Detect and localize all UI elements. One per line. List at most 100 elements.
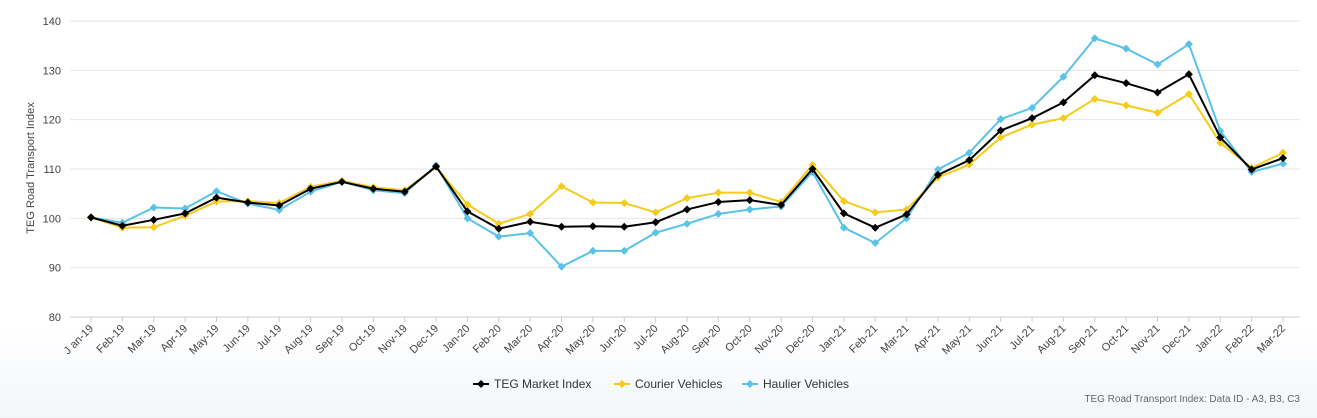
data-point[interactable] (275, 201, 284, 210)
data-point[interactable] (588, 198, 597, 207)
y-tick-label: 100 (43, 213, 61, 225)
data-point[interactable] (212, 187, 221, 196)
data-point[interactable] (400, 187, 409, 196)
x-tick-label: Mar-20 (502, 323, 535, 356)
data-point[interactable] (1184, 40, 1193, 49)
data-point[interactable] (965, 160, 974, 169)
data-point[interactable] (1059, 98, 1068, 107)
data-point[interactable] (1216, 133, 1225, 142)
data-point[interactable] (463, 214, 472, 223)
x-tick-label: Aug-21 (1035, 323, 1069, 357)
data-point[interactable] (808, 165, 817, 173)
data-point[interactable] (494, 219, 503, 228)
data-point[interactable] (588, 246, 597, 255)
data-point[interactable] (306, 184, 315, 193)
data-point[interactable] (526, 229, 535, 238)
data-point[interactable] (494, 224, 503, 233)
data-point[interactable] (1153, 88, 1162, 97)
legend-label: Courier Vehicles (635, 377, 722, 391)
data-point[interactable] (965, 148, 974, 157)
data-point[interactable] (1090, 34, 1099, 43)
data-point[interactable] (996, 126, 1005, 135)
data-point[interactable] (1153, 60, 1162, 69)
data-point[interactable] (369, 184, 378, 193)
data-point[interactable] (871, 208, 880, 217)
data-point[interactable] (933, 170, 942, 179)
data-point[interactable] (494, 232, 503, 241)
data-point[interactable] (1122, 101, 1131, 110)
data-point[interactable] (651, 218, 660, 227)
data-point[interactable] (1090, 94, 1099, 103)
data-point[interactable] (1279, 154, 1287, 163)
x-tick-label: Mar-22 (1255, 323, 1288, 356)
data-point[interactable] (275, 205, 284, 214)
data-point[interactable] (432, 162, 441, 171)
data-point[interactable] (714, 188, 723, 197)
legend[interactable]: TEG Market Index Courier Vehicles Haulier … (473, 377, 849, 391)
data-point[interactable] (620, 199, 629, 208)
data-point[interactable] (557, 222, 566, 231)
data-point[interactable] (87, 213, 95, 222)
data-point[interactable] (337, 177, 346, 186)
data-point[interactable] (526, 209, 535, 218)
data-point[interactable] (588, 222, 597, 231)
data-point[interactable] (996, 115, 1005, 124)
data-point[interactable] (557, 182, 566, 191)
data-point[interactable] (871, 223, 880, 232)
data-point[interactable] (149, 203, 158, 212)
data-point[interactable] (683, 205, 691, 214)
x-tick-label: Aug-20 (659, 323, 693, 357)
data-point[interactable] (620, 222, 629, 231)
data-point[interactable] (463, 200, 472, 209)
data-point[interactable] (1279, 159, 1287, 168)
data-point[interactable] (212, 193, 221, 202)
data-point[interactable] (996, 133, 1005, 142)
data-point[interactable] (526, 217, 535, 226)
x-tick-label: Oct-19 (347, 323, 379, 355)
data-point[interactable] (1059, 114, 1068, 123)
legend-item[interactable]: Courier Vehicles (614, 377, 722, 391)
data-point[interactable] (1059, 72, 1068, 81)
data-point[interactable] (1028, 114, 1037, 123)
data-point[interactable] (777, 201, 786, 210)
data-point[interactable] (1122, 44, 1131, 53)
data-point[interactable] (745, 188, 754, 197)
legend-item[interactable]: TEG Market Index (473, 377, 591, 391)
data-point[interactable] (839, 209, 848, 218)
data-point[interactable] (1153, 108, 1162, 117)
data-point[interactable] (620, 246, 629, 255)
data-point[interactable] (745, 205, 754, 214)
data-point[interactable] (683, 219, 691, 228)
data-point[interactable] (1028, 103, 1037, 112)
data-point[interactable] (118, 221, 127, 230)
data-point[interactable] (651, 208, 660, 217)
data-point[interactable] (965, 156, 974, 165)
legend-swatch-marker (746, 380, 754, 388)
y-tick-label: 110 (43, 164, 61, 176)
data-point[interactable] (243, 198, 252, 207)
data-point[interactable] (181, 204, 190, 213)
data-point[interactable] (714, 209, 723, 218)
data-point[interactable] (463, 207, 472, 216)
data-point[interactable] (557, 262, 566, 271)
data-point[interactable] (1028, 120, 1037, 129)
data-point[interactable] (839, 223, 848, 232)
data-point[interactable] (933, 165, 942, 174)
data-point[interactable] (149, 215, 158, 224)
data-point[interactable] (839, 197, 848, 206)
legend-item[interactable]: Haulier Vehicles (742, 377, 849, 391)
data-point[interactable] (1090, 71, 1099, 80)
data-point[interactable] (1247, 165, 1256, 174)
data-point[interactable] (1184, 90, 1193, 99)
data-point[interactable] (181, 209, 190, 218)
data-point[interactable] (683, 194, 691, 203)
data-point[interactable] (1279, 148, 1287, 157)
data-point[interactable] (871, 239, 880, 247)
data-point[interactable] (714, 198, 723, 207)
data-point[interactable] (651, 228, 660, 237)
data-point[interactable] (1122, 79, 1131, 88)
data-point[interactable] (149, 223, 158, 232)
data-point[interactable] (1184, 70, 1193, 79)
data-point[interactable] (745, 196, 754, 205)
data-point[interactable] (902, 210, 911, 219)
